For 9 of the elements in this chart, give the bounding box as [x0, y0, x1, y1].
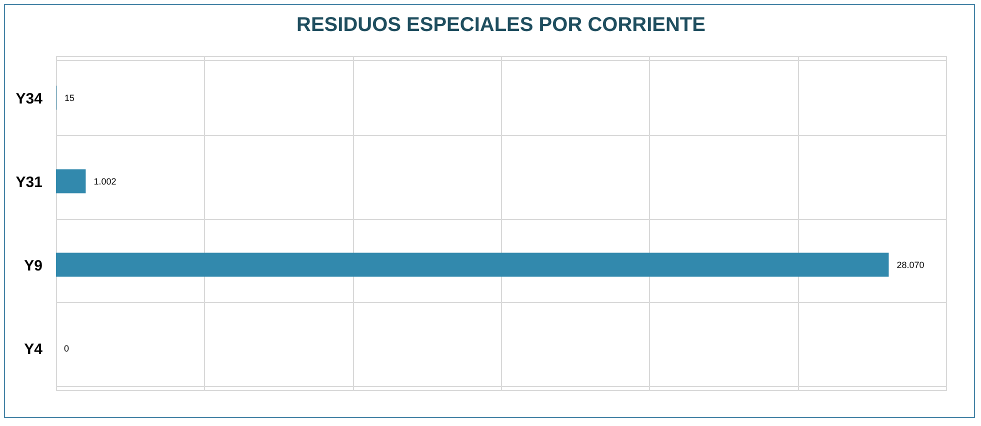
data-label: 28.070	[896, 260, 924, 270]
chart-title: RESIDUOS ESPECIALES POR CORRIENTE	[296, 14, 706, 36]
y-tick-label: Y31	[16, 174, 42, 191]
data-label: 15	[64, 92, 74, 103]
y-tick-label: Y34	[16, 90, 44, 108]
y-tick-label: Y9	[24, 257, 42, 274]
data-label: 0	[64, 343, 70, 354]
data-label: 1.002	[94, 176, 116, 186]
y-tick-label: Y4	[24, 340, 44, 358]
